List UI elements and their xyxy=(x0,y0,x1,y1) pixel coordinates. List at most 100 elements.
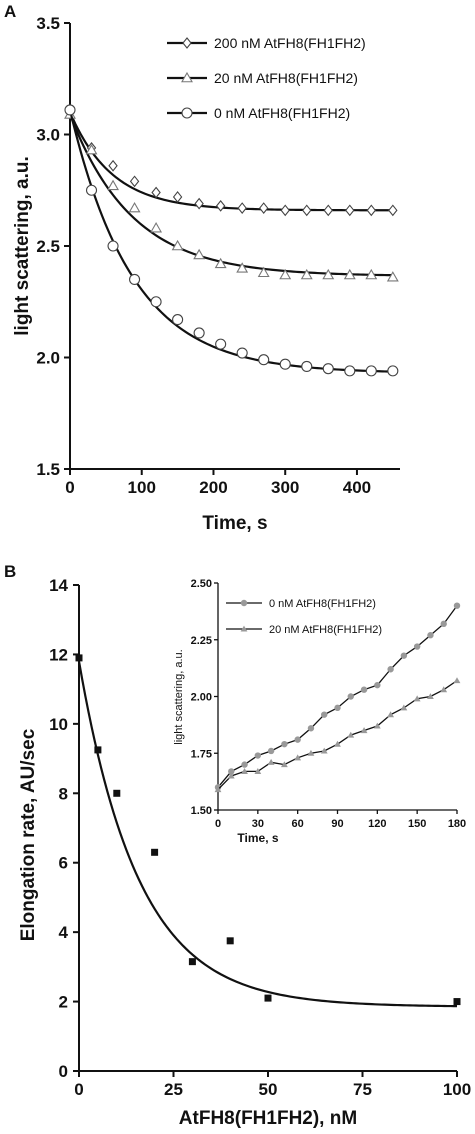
chart-a-point-triangle xyxy=(128,201,141,213)
chart-b-x-tick-label: 0 xyxy=(74,1080,83,1099)
inset-point-triangle xyxy=(294,754,302,761)
chart-a-point-diamond xyxy=(388,204,398,217)
chart-b-x-tick-label: 25 xyxy=(164,1080,183,1099)
inset-point-triangle xyxy=(307,749,315,756)
inset-y-tick-label: 2.50 xyxy=(191,578,212,590)
chart-a-point-diamond xyxy=(215,199,226,212)
chart-a-point-triangle xyxy=(107,179,119,191)
chart-b-point xyxy=(151,848,159,856)
chart-a-point-diamond xyxy=(302,204,312,217)
chart-b: Elongation rate, AU/sec AtFH8(FH1FH2), n… xyxy=(18,576,471,1129)
chart-a-point-triangle xyxy=(343,268,356,280)
chart-a-point-circle xyxy=(64,104,76,116)
inset-y-tick-label: 2.00 xyxy=(191,692,212,704)
chart-b-y-tick-label: 4 xyxy=(59,923,69,942)
chart-a-y-tick-label: 2.5 xyxy=(36,237,60,256)
chart-a-point-diamond xyxy=(280,204,290,217)
inset-x-tick-label: 30 xyxy=(252,818,264,830)
inset-x-tick-label: 150 xyxy=(408,818,426,830)
panel-label-b: B xyxy=(4,562,16,581)
inset-point-triangle xyxy=(320,747,328,754)
chart-a-x-axis-label: Time, s xyxy=(202,513,267,534)
chart-a-x-tick-label: 200 xyxy=(199,478,227,497)
chart-a-point-triangle xyxy=(322,268,335,280)
chart-a-point-circle xyxy=(150,296,162,308)
chart-a-legend-label: 0 nM AtFH8(FH1FH2) xyxy=(214,105,350,121)
inset-point-circle xyxy=(400,652,408,659)
chart-a-point-circle xyxy=(322,363,334,375)
chart-a-legend-marker xyxy=(181,71,193,83)
inset-point-circle xyxy=(374,681,381,689)
chart-b-point xyxy=(94,746,102,754)
chart-b-x-tick-label: 75 xyxy=(353,1080,372,1099)
chart-b-y-tick-label: 0 xyxy=(59,1062,68,1081)
chart-a-point-circle xyxy=(172,314,184,326)
chart-a-fit-line-diamond xyxy=(68,111,393,212)
chart-b-y-tick-label: 2 xyxy=(59,993,68,1012)
chart-b-y-axis-label: Elongation rate, AU/sec xyxy=(18,728,39,941)
inset-point-circle xyxy=(294,736,301,743)
chart-a-point-circle xyxy=(107,240,119,252)
chart-a-point-diamond xyxy=(151,186,161,199)
chart-a: light scattering, a.u. Time, s 1.5 2.0 2.5… xyxy=(12,14,400,534)
inset-y-tick-label: 1.75 xyxy=(191,748,212,760)
chart-a-point-triangle xyxy=(193,248,206,260)
chart-b-x-tick-label: 50 xyxy=(259,1080,278,1099)
chart-a-point-circle xyxy=(365,365,377,377)
chart-a-point-circle xyxy=(301,360,313,372)
inset-point-circle xyxy=(241,761,248,768)
chart-b-inset: light scattering, a.u. Time, s 1.50 1.75 2… xyxy=(164,573,468,845)
inset-point-triangle xyxy=(453,677,461,684)
inset-point-triangle xyxy=(347,731,355,738)
chart-b-point xyxy=(75,654,83,662)
chart-a-point-triangle xyxy=(171,239,184,251)
chart-a-point-diamond xyxy=(258,202,269,214)
inset-point-circle xyxy=(440,620,447,628)
chart-a-point-circle xyxy=(193,327,205,339)
chart-a-y-tick-label: 2.0 xyxy=(36,349,60,368)
chart-a-point-circle xyxy=(236,347,248,359)
inset-x-tick-label: 120 xyxy=(368,818,386,830)
inset-legend-marker xyxy=(240,625,248,632)
inset-x-tick-label: 180 xyxy=(448,818,466,830)
chart-b-x-axis-label: AtFH8(FH1FH2), nM xyxy=(179,1108,357,1129)
inset-background xyxy=(164,573,468,843)
chart-a-point-triangle xyxy=(279,268,292,280)
inset-y-tick-label: 1.50 xyxy=(191,805,212,817)
chart-a-point-diamond xyxy=(194,197,204,210)
inset-point-circle xyxy=(347,693,354,700)
chart-a-point-triangle xyxy=(257,266,270,278)
chart-b-fit-line xyxy=(77,661,458,1008)
chart-a-x-tick-label: 100 xyxy=(128,478,156,497)
inset-point-triangle xyxy=(334,740,341,747)
chart-a-x-tick-label: 400 xyxy=(343,478,371,497)
inset-point-circle xyxy=(360,686,368,693)
inset-x-tick-label: 60 xyxy=(292,818,304,830)
chart-a-point-diamond xyxy=(237,202,247,214)
chart-a-point-circle xyxy=(129,273,141,286)
inset-legend-label: 0 nM AtFH8(FH1FH2) xyxy=(269,598,376,610)
chart-a-point-triangle xyxy=(85,144,98,155)
chart-a-point-diamond xyxy=(366,204,377,217)
inset-legend-label: 20 nM AtFH8(FH1FH2) xyxy=(269,624,382,636)
inset-point-triangle xyxy=(241,768,248,774)
chart-a-point-diamond xyxy=(323,204,333,217)
inset-point-circle xyxy=(413,643,421,650)
inset-point-circle xyxy=(334,704,341,712)
inset-point-circle xyxy=(267,747,275,755)
chart-a-point-triangle xyxy=(365,268,378,280)
chart-b-x-tick-label: 100 xyxy=(443,1080,471,1099)
chart-b-y-tick-label: 10 xyxy=(49,715,68,734)
chart-a-point-diamond xyxy=(345,204,355,217)
chart-a-fit-line-circle xyxy=(68,109,393,373)
inset-legend-marker xyxy=(240,599,248,607)
inset-point-triangle xyxy=(400,704,408,711)
chart-a-point-circle xyxy=(258,354,270,366)
inset-x-tick-label: 90 xyxy=(331,818,343,830)
chart-a-x-tick-label: 300 xyxy=(271,478,299,497)
chart-a-y-tick-label: 1.5 xyxy=(36,460,60,479)
chart-a-legend-label: 20 nM AtFH8(FH1FH2) xyxy=(214,70,358,86)
chart-b-point xyxy=(226,937,234,945)
chart-a-legend-label: 200 nM AtFH8(FH1FH2) xyxy=(214,35,366,51)
